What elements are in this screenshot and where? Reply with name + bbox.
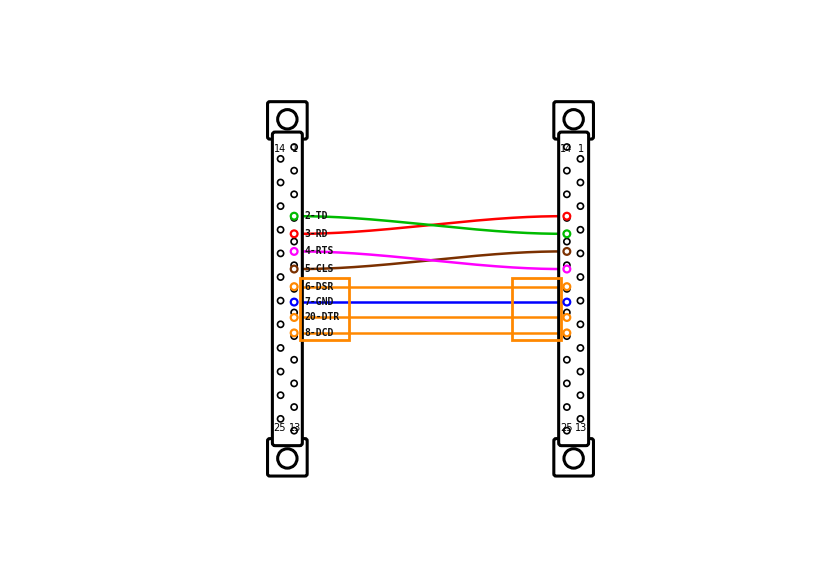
Text: 25: 25 <box>560 423 573 434</box>
Circle shape <box>564 380 570 387</box>
Circle shape <box>291 357 297 363</box>
Text: 1: 1 <box>578 144 584 154</box>
Circle shape <box>278 449 297 468</box>
Circle shape <box>277 416 284 422</box>
Circle shape <box>291 404 297 410</box>
Circle shape <box>577 392 584 398</box>
Text: 20-DTR: 20-DTR <box>304 312 339 323</box>
Circle shape <box>564 329 570 336</box>
Circle shape <box>277 180 284 185</box>
FancyBboxPatch shape <box>267 102 307 139</box>
Text: 25: 25 <box>274 423 286 434</box>
Circle shape <box>277 321 284 327</box>
Circle shape <box>291 191 297 197</box>
Circle shape <box>291 215 297 221</box>
Circle shape <box>564 213 570 220</box>
Circle shape <box>291 428 297 434</box>
FancyBboxPatch shape <box>554 102 594 139</box>
Circle shape <box>291 231 297 237</box>
Circle shape <box>577 227 584 233</box>
Circle shape <box>564 168 570 174</box>
Circle shape <box>564 286 570 292</box>
Circle shape <box>291 262 297 268</box>
Circle shape <box>564 144 570 150</box>
FancyBboxPatch shape <box>272 132 302 446</box>
Circle shape <box>564 265 570 272</box>
Text: 3-RD: 3-RD <box>304 229 328 239</box>
Circle shape <box>577 321 584 327</box>
Circle shape <box>564 404 570 410</box>
Circle shape <box>277 345 284 351</box>
Circle shape <box>277 297 284 304</box>
Text: 7-GND: 7-GND <box>304 297 333 307</box>
Circle shape <box>577 345 584 351</box>
Circle shape <box>577 297 584 304</box>
Circle shape <box>577 416 584 422</box>
Circle shape <box>564 299 570 305</box>
Circle shape <box>564 231 570 237</box>
Circle shape <box>564 191 570 197</box>
Circle shape <box>577 180 584 185</box>
FancyBboxPatch shape <box>559 132 589 446</box>
Circle shape <box>564 314 570 321</box>
Bar <box>512 278 561 340</box>
Circle shape <box>291 265 297 272</box>
Text: 14: 14 <box>274 144 286 154</box>
Circle shape <box>577 203 584 209</box>
Circle shape <box>291 314 297 321</box>
Text: 2-TD: 2-TD <box>304 211 328 221</box>
Circle shape <box>564 428 570 434</box>
Circle shape <box>291 380 297 387</box>
Circle shape <box>291 144 297 150</box>
Circle shape <box>277 274 284 280</box>
Circle shape <box>291 239 297 245</box>
Circle shape <box>277 368 284 375</box>
Circle shape <box>564 215 570 221</box>
Circle shape <box>291 309 297 316</box>
Circle shape <box>564 262 570 268</box>
Circle shape <box>577 368 584 375</box>
Circle shape <box>277 203 284 209</box>
Text: 5-CLS: 5-CLS <box>304 264 333 274</box>
Circle shape <box>564 239 570 245</box>
Circle shape <box>291 213 297 220</box>
Text: 1: 1 <box>291 144 298 154</box>
FancyBboxPatch shape <box>267 439 307 476</box>
Circle shape <box>564 333 570 339</box>
Circle shape <box>564 449 583 468</box>
Circle shape <box>277 227 284 233</box>
FancyBboxPatch shape <box>554 439 594 476</box>
Circle shape <box>577 156 584 162</box>
Circle shape <box>577 251 584 256</box>
Text: 13: 13 <box>289 423 301 434</box>
Text: 14: 14 <box>560 144 572 154</box>
Circle shape <box>277 392 284 398</box>
Text: 6-DSR: 6-DSR <box>304 281 333 292</box>
Text: 8-DCD: 8-DCD <box>304 328 333 338</box>
Circle shape <box>291 168 297 174</box>
Circle shape <box>564 283 570 290</box>
Text: 13: 13 <box>575 423 587 434</box>
Text: 4-RTS: 4-RTS <box>304 247 333 256</box>
Circle shape <box>291 283 297 290</box>
Circle shape <box>278 110 297 129</box>
Circle shape <box>564 248 570 255</box>
Circle shape <box>577 274 584 280</box>
Circle shape <box>291 299 297 305</box>
Circle shape <box>277 251 284 256</box>
Circle shape <box>564 357 570 363</box>
Circle shape <box>291 248 297 255</box>
Circle shape <box>291 329 297 336</box>
Circle shape <box>277 156 284 162</box>
Bar <box>300 278 349 340</box>
Circle shape <box>291 333 297 339</box>
Circle shape <box>291 286 297 292</box>
Circle shape <box>564 110 583 129</box>
Circle shape <box>564 309 570 316</box>
